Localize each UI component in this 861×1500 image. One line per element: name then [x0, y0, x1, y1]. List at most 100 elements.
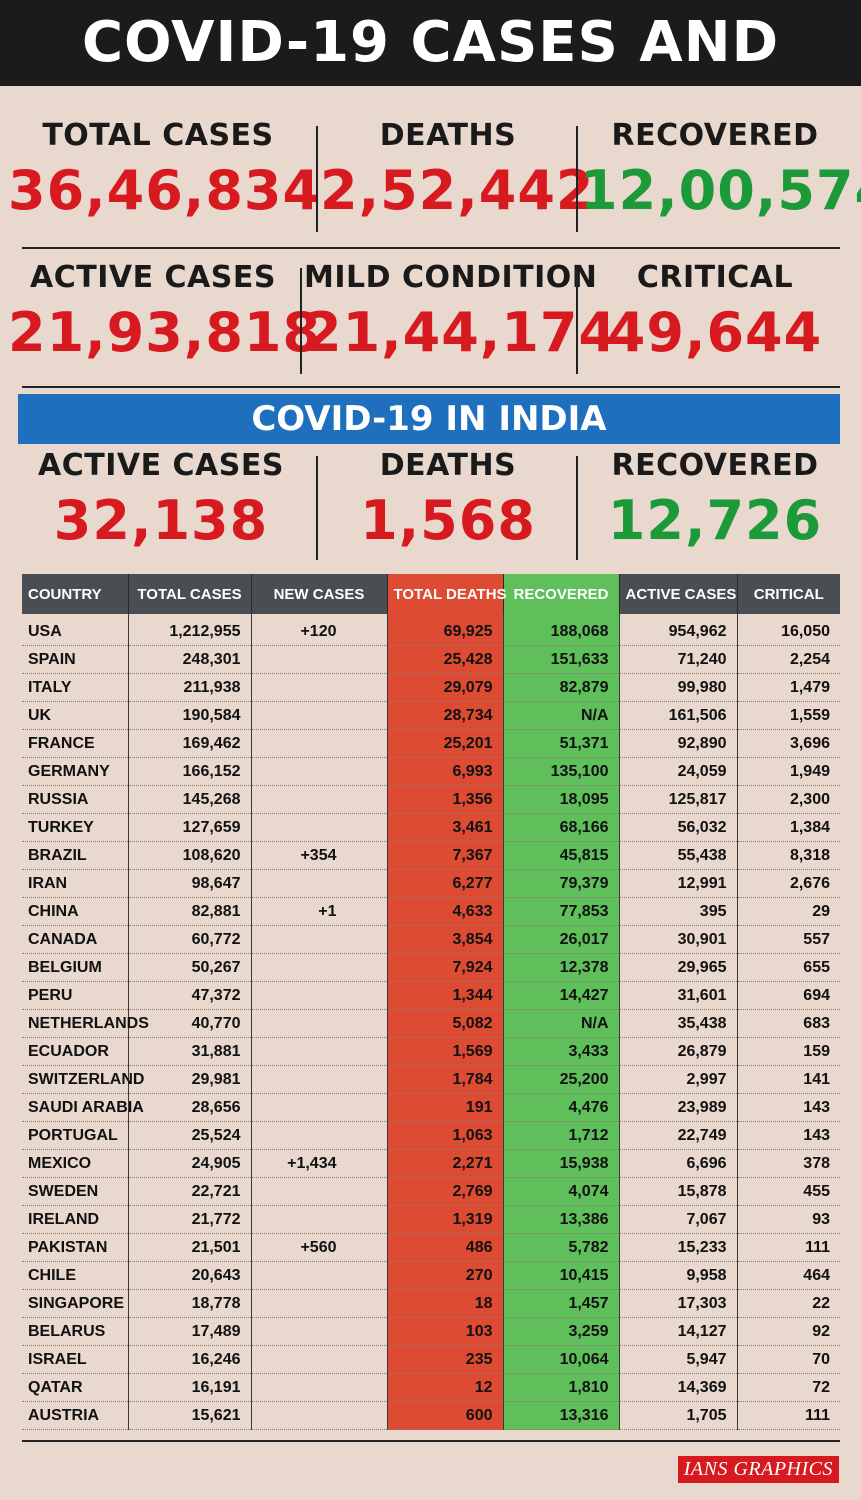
cell-active-cases: 55,438 — [619, 841, 738, 870]
cell-recovered: 25,200 — [503, 1065, 620, 1094]
global-recovered: RECOVERED 12,00,574 — [580, 118, 861, 222]
cell-new-cases — [251, 701, 388, 730]
cell-recovered: 18,095 — [503, 785, 620, 814]
cell-critical: 143 — [737, 1121, 840, 1150]
cell-total-cases: 169,462 — [128, 729, 252, 758]
cell-total-cases: 25,524 — [128, 1121, 252, 1150]
cell-recovered: 14,427 — [503, 981, 620, 1010]
stat-label: RECOVERED — [611, 448, 819, 483]
table-row: SINGAPORE 18,778 18 1,457 17,303 22 — [22, 1289, 840, 1318]
cell-country: NETHERLANDS — [22, 1009, 149, 1038]
cell-total-deaths: 3,461 — [387, 813, 504, 842]
cell-new-cases — [251, 785, 388, 814]
cell-total-cases: 127,659 — [128, 813, 252, 842]
cell-new-cases — [251, 1261, 388, 1290]
cell-new-cases — [251, 757, 388, 786]
cell-critical: 29 — [737, 897, 840, 926]
cell-total-deaths: 7,924 — [387, 953, 504, 982]
cell-total-deaths: 600 — [387, 1401, 504, 1430]
cell-active-cases: 14,127 — [619, 1317, 738, 1346]
divider — [576, 126, 578, 232]
cell-critical: 16,050 — [737, 614, 840, 646]
cell-country: GERMANY — [22, 757, 129, 786]
cell-total-deaths: 270 — [387, 1261, 504, 1290]
cell-recovered: 1,712 — [503, 1121, 620, 1150]
cell-active-cases: 99,980 — [619, 673, 738, 702]
cell-total-deaths: 1,319 — [387, 1205, 504, 1234]
cell-recovered: 13,386 — [503, 1205, 620, 1234]
cell-active-cases: 15,878 — [619, 1177, 738, 1206]
cell-critical: 3,696 — [737, 729, 840, 758]
cell-total-cases: 166,152 — [128, 757, 252, 786]
table-row: PAKISTAN 21,501 +560 486 5,782 15,233 111 — [22, 1233, 840, 1262]
header-recovered: RECOVERED — [503, 574, 620, 614]
cell-total-cases: 248,301 — [128, 645, 252, 674]
table-row: NETHERLANDS 40,770 5,082 N/A 35,438 683 — [22, 1009, 840, 1038]
cell-active-cases: 26,879 — [619, 1037, 738, 1066]
cell-active-cases: 56,032 — [619, 813, 738, 842]
cell-total-deaths: 18 — [387, 1289, 504, 1318]
cell-new-cases — [251, 1065, 388, 1094]
cell-country: PAKISTAN — [22, 1233, 129, 1262]
cell-new-cases — [251, 813, 388, 842]
cell-recovered: N/A — [503, 1009, 620, 1038]
cell-total-deaths: 3,854 — [387, 925, 504, 954]
cell-country: PORTUGAL — [22, 1121, 129, 1150]
cell-country: SAUDI ARABIA — [22, 1093, 144, 1122]
global-deaths: DEATHS 2,52,442 — [320, 118, 595, 222]
cell-total-cases: 28,656 — [128, 1093, 252, 1122]
cell-new-cases — [251, 645, 388, 674]
cell-critical: 2,300 — [737, 785, 840, 814]
cell-total-deaths: 7,367 — [387, 841, 504, 870]
cell-active-cases: 395 — [619, 897, 738, 926]
cell-recovered: 3,433 — [503, 1037, 620, 1066]
cell-country: SINGAPORE — [22, 1289, 129, 1318]
stat-value: 32,138 — [53, 489, 269, 552]
table-row: IRELAND 21,772 1,319 13,386 7,067 93 — [22, 1205, 840, 1234]
cell-active-cases: 17,303 — [619, 1289, 738, 1318]
header-total-cases: TOTAL CASES — [128, 574, 252, 614]
cell-active-cases: 23,989 — [619, 1093, 738, 1122]
credit-label: IANS GRAPHICS — [677, 1456, 839, 1483]
cell-recovered: 4,074 — [503, 1177, 620, 1206]
cell-total-deaths: 486 — [387, 1233, 504, 1262]
cell-critical: 464 — [737, 1261, 840, 1290]
cell-critical: 378 — [737, 1149, 840, 1178]
divider — [22, 386, 840, 388]
cell-new-cases: +1 — [251, 897, 388, 926]
cell-active-cases: 92,890 — [619, 729, 738, 758]
header-country: COUNTRY — [22, 574, 129, 614]
cell-active-cases: 954,962 — [619, 614, 738, 646]
table-row: CANADA 60,772 3,854 26,017 30,901 557 — [22, 925, 840, 954]
country-table: COUNTRY TOTAL CASES NEW CASES TOTAL DEAT… — [22, 574, 840, 1430]
stat-label: TOTAL CASES — [42, 118, 274, 153]
cell-country: UK — [22, 701, 129, 730]
cell-active-cases: 15,233 — [619, 1233, 738, 1262]
cell-active-cases: 5,947 — [619, 1345, 738, 1374]
cell-total-cases: 16,191 — [128, 1373, 252, 1402]
cell-total-cases: 16,246 — [128, 1345, 252, 1374]
cell-active-cases: 31,601 — [619, 981, 738, 1010]
cell-new-cases — [251, 729, 388, 758]
cell-recovered: 15,938 — [503, 1149, 620, 1178]
cell-recovered: 77,853 — [503, 897, 620, 926]
cell-total-deaths: 1,784 — [387, 1065, 504, 1094]
stat-value: 2,52,442 — [320, 159, 595, 222]
table-row: FRANCE 169,462 25,201 51,371 92,890 3,696 — [22, 729, 840, 758]
cell-critical: 655 — [737, 953, 840, 982]
cell-active-cases: 30,901 — [619, 925, 738, 954]
cell-country: BELARUS — [22, 1317, 129, 1346]
cell-recovered: N/A — [503, 701, 620, 730]
cell-new-cases — [251, 1373, 388, 1402]
india-deaths: DEATHS 1,568 — [320, 448, 576, 552]
cell-country: CANADA — [22, 925, 129, 954]
cell-total-deaths: 29,079 — [387, 673, 504, 702]
stat-label: DEATHS — [379, 118, 517, 153]
cell-new-cases — [251, 925, 388, 954]
cell-critical: 455 — [737, 1177, 840, 1206]
cell-new-cases — [251, 1093, 388, 1122]
table-row: QATAR 16,191 12 1,810 14,369 72 — [22, 1373, 840, 1402]
cell-total-deaths: 25,201 — [387, 729, 504, 758]
table-row: CHILE 20,643 270 10,415 9,958 464 — [22, 1261, 840, 1290]
table-body: USA 1,212,955 +120 69,925 188,068 954,962 16,0… — [22, 614, 840, 1430]
